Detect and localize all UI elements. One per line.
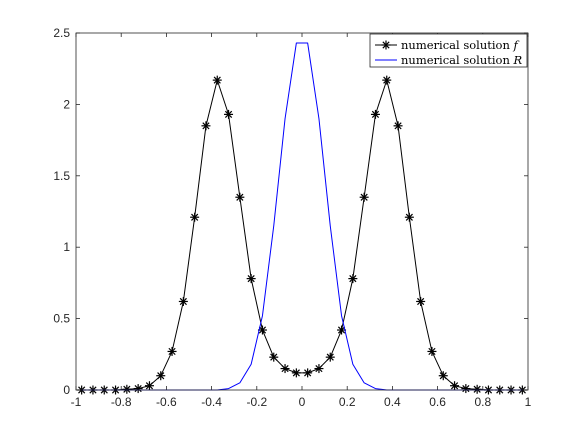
- data-point-marker: [156, 371, 166, 381]
- data-point-marker: [416, 296, 426, 306]
- data-point-marker: [370, 109, 380, 119]
- y-tick-label: 0: [63, 383, 70, 397]
- plot-frame: [75, 32, 529, 391]
- x-tick-label: 0: [299, 395, 306, 409]
- x-tick-label: 0.4: [384, 395, 401, 409]
- data-point-marker: [438, 371, 448, 381]
- data-point-marker: [337, 325, 347, 335]
- y-tick-label: 2.5: [53, 26, 70, 40]
- data-point-marker: [291, 368, 301, 378]
- series-line-0: [81, 79, 523, 391]
- data-point-marker: [303, 368, 313, 378]
- data-point-marker: [404, 212, 414, 222]
- x-axis-ticks: -1 -0.8 -0.6 -0.4 -0.2 0 0.2 0.4 0.6 0.8 1: [71, 33, 532, 409]
- legend-label-f-text: numerical solution: [401, 38, 514, 52]
- data-point-marker: [280, 364, 290, 374]
- legend-marker-f: [381, 40, 391, 50]
- data-point-marker: [472, 384, 482, 394]
- y-tick-label: 1.5: [53, 169, 70, 183]
- x-tick-label: 0.8: [474, 395, 491, 409]
- x-tick-label: 0.2: [339, 395, 356, 409]
- data-point-marker: [314, 364, 324, 374]
- y-tick-label: 0.5: [53, 312, 70, 326]
- legend-label-r-text: numerical solution: [401, 53, 514, 67]
- legend: numerical solution f numerical solution …: [369, 33, 528, 68]
- legend-label-r: numerical solution R: [401, 53, 523, 67]
- data-point-marker: [461, 384, 471, 394]
- legend-asterisk-icon: [381, 40, 391, 50]
- data-point-marker: [122, 384, 132, 394]
- data-point-marker: [167, 346, 177, 356]
- data-point-marker: [201, 121, 211, 131]
- data-point-marker: [450, 381, 460, 391]
- data-point-marker: [359, 192, 369, 202]
- data-point-marker: [235, 192, 245, 202]
- legend-box: [369, 33, 528, 68]
- data-point-marker: [269, 352, 279, 362]
- data-point-marker: [224, 109, 234, 119]
- x-tick-label: 0.6: [429, 395, 446, 409]
- data-point-marker: [427, 346, 437, 356]
- data-point-marker: [382, 75, 392, 85]
- x-tick-label: -1: [71, 395, 82, 409]
- data-point-marker: [348, 274, 358, 284]
- data-point-marker: [190, 212, 200, 222]
- data-point-marker: [133, 384, 143, 394]
- data-point-marker: [178, 296, 188, 306]
- x-tick-label: -0.4: [201, 395, 222, 409]
- x-tick-label: 1: [525, 395, 532, 409]
- data-point-marker: [144, 381, 154, 391]
- data-point-marker: [325, 352, 335, 362]
- data-point-marker: [246, 274, 256, 284]
- x-tick-label: -0.8: [111, 395, 132, 409]
- y-tick-label: 1: [63, 240, 70, 254]
- data-point-marker: [393, 121, 403, 131]
- data-point-marker: [212, 75, 222, 85]
- x-tick-label: -0.2: [246, 395, 267, 409]
- legend-label-f: numerical solution f: [401, 38, 520, 52]
- legend-label-f-math: f: [513, 38, 520, 52]
- x-tick-label: -0.6: [156, 395, 177, 409]
- y-tick-label: 2: [63, 97, 70, 111]
- legend-label-r-math: R: [513, 53, 523, 67]
- plot-background: [76, 33, 528, 390]
- y-axis-ticks: 0 0.5 1 1.5 2 2.5: [53, 26, 528, 397]
